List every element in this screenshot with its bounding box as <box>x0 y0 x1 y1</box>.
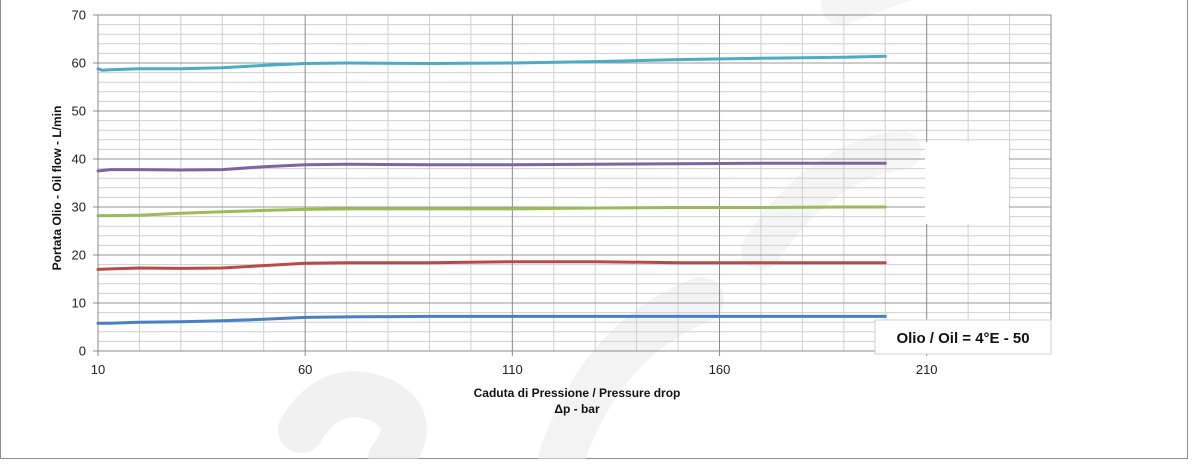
x-axis-unit: Δp - bar <box>554 402 600 416</box>
y-tick-label: 0 <box>79 344 86 359</box>
y-axis-title: Portata Olio - Oil flow - L/min <box>50 106 64 271</box>
y-tick-label: 70 <box>72 8 86 23</box>
x-tick-label: 210 <box>916 362 938 377</box>
y-tick-label: 60 <box>72 56 86 71</box>
x-tick-label: 60 <box>298 362 312 377</box>
y-tick-label: 10 <box>72 296 86 311</box>
series-line-3 <box>96 205 887 218</box>
x-tick-label: 160 <box>709 362 731 377</box>
watermark <box>278 0 921 459</box>
series-line-4 <box>96 161 887 173</box>
y-tick-label: 30 <box>72 200 86 215</box>
y-tick-label: 40 <box>72 152 86 167</box>
x-axis-ticks: 10 60 110 160 210 <box>91 351 938 377</box>
annotation-text: Olio / Oil = 4°E - 50 <box>896 330 1029 347</box>
series-line-2 <box>96 260 887 271</box>
annotation-box: Olio / Oil = 4°E - 50 <box>874 319 1052 355</box>
x-tick-label: 10 <box>91 362 105 377</box>
x-axis-title: Caduta di Pressione / Pressure drop <box>474 386 681 400</box>
x-tick-label: 110 <box>502 362 523 377</box>
y-axis-ticks: 0 10 20 30 40 50 60 70 <box>72 8 98 359</box>
plot-area <box>97 14 1052 352</box>
series-line-5 <box>96 54 887 72</box>
series-line-1 <box>96 314 887 325</box>
series-layer <box>96 54 887 325</box>
y-tick-label: 50 <box>72 104 86 119</box>
legend-blank-box <box>925 142 1009 224</box>
y-tick-label: 20 <box>72 248 86 263</box>
minor-gridlines <box>98 15 1051 351</box>
